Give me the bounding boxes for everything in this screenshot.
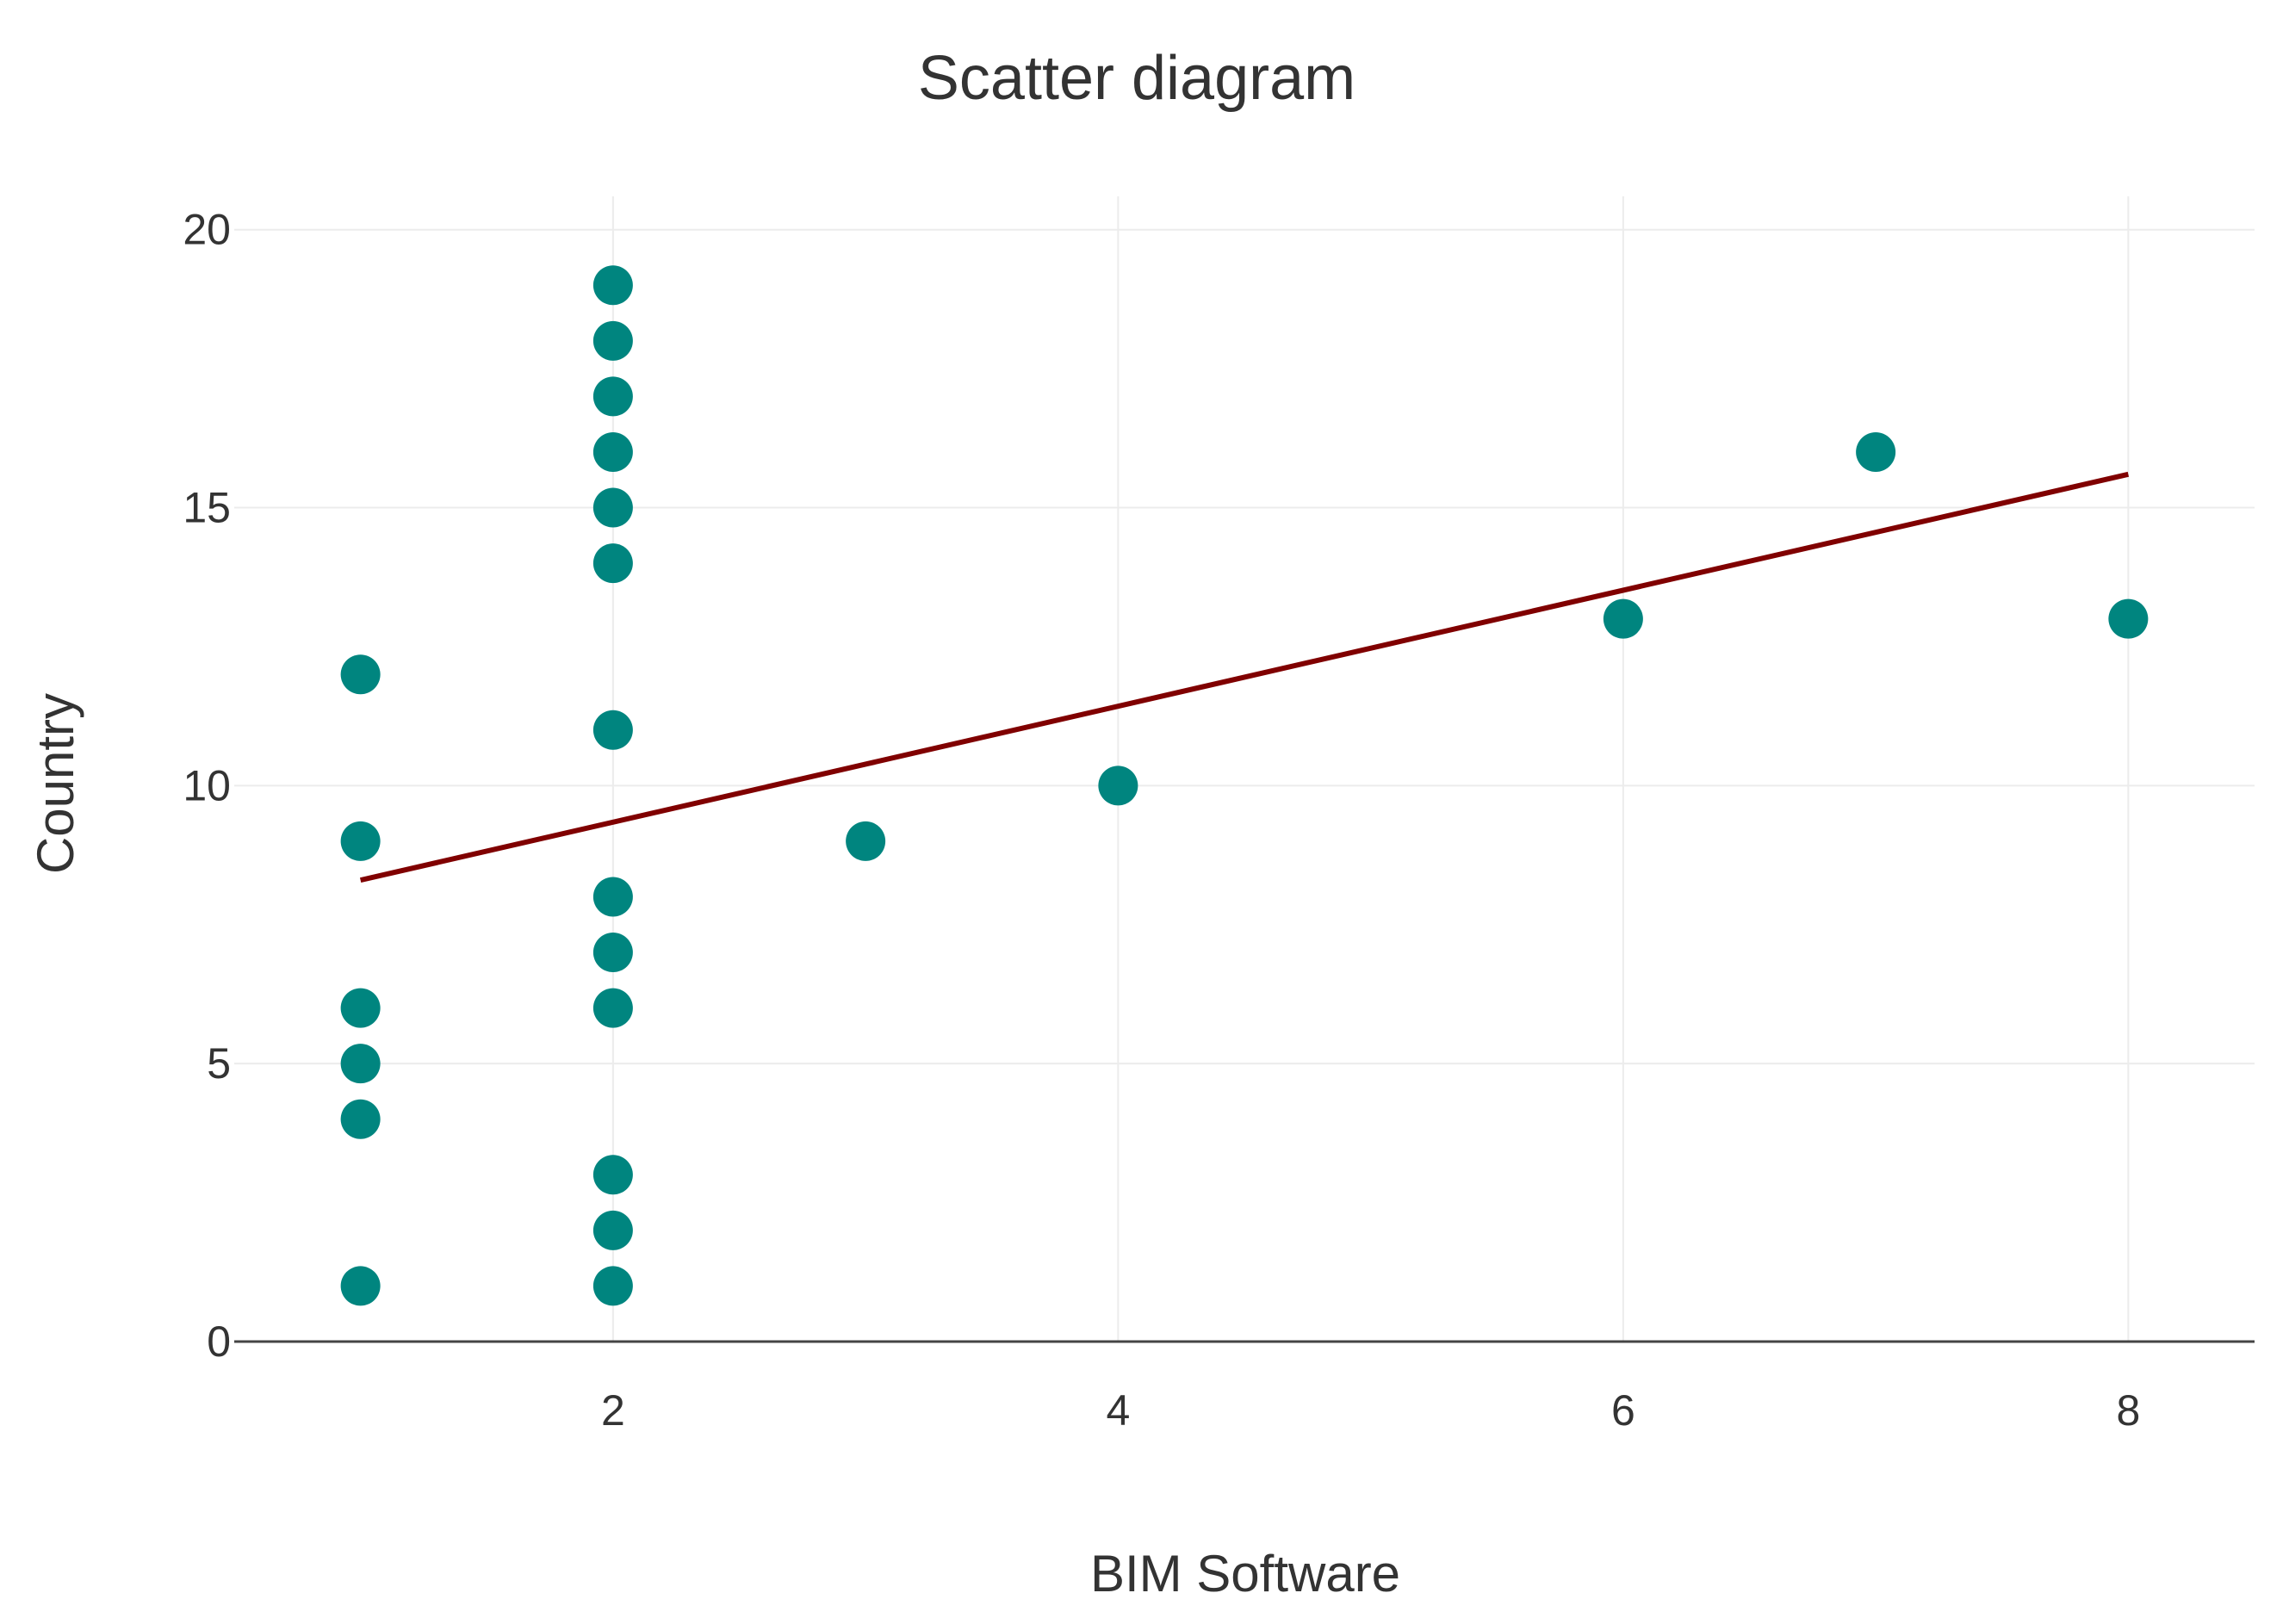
x-tick-label: 4 [1106, 1386, 1130, 1435]
scatter-point [592, 543, 633, 584]
y-tick-label: 10 [183, 761, 231, 809]
chart-title: Scatter diagram [918, 44, 1355, 113]
x-axis-label: BIM Software [1090, 1545, 1400, 1602]
scatter-point [592, 320, 633, 361]
x-tick-label: 6 [1611, 1386, 1635, 1435]
scatter-point [592, 431, 633, 472]
scatter-point [2108, 598, 2149, 639]
scatter-point [592, 376, 633, 417]
grid-layer [234, 196, 2255, 1342]
y-tick-label: 5 [207, 1039, 231, 1088]
scatter-point [592, 877, 633, 917]
scatter-point [592, 710, 633, 750]
scatter-point [592, 1155, 633, 1195]
y-axis-label: Country [27, 693, 84, 874]
trend-layer [359, 471, 2130, 883]
y-tick-label: 0 [207, 1317, 231, 1366]
y-tick-label: 20 [183, 206, 231, 254]
trend-line [359, 471, 2130, 883]
scatter-point [592, 933, 633, 973]
scatter-point [592, 1266, 633, 1306]
x-tick-label: 2 [601, 1386, 625, 1435]
scatter-point [340, 1266, 381, 1306]
scatter-point [1856, 431, 1896, 472]
scatter-point [846, 821, 886, 861]
scatter-point [340, 1099, 381, 1139]
scatter-point [340, 988, 381, 1028]
scatter-point [1603, 598, 1643, 639]
scatter-point [592, 265, 633, 306]
scatter-point [340, 654, 381, 695]
scatter-point [340, 821, 381, 861]
scatter-point [592, 988, 633, 1028]
y-tick-label: 15 [183, 484, 231, 532]
scatter-point [592, 1210, 633, 1250]
scatter-point [340, 1044, 381, 1084]
scatter-point [1098, 766, 1138, 806]
axis-layer: 0 5 10 15 20 2 4 6 8 [183, 206, 2255, 1435]
scatter-point [592, 487, 633, 528]
point-layer [340, 265, 2149, 1306]
x-tick-label: 8 [2116, 1386, 2140, 1435]
